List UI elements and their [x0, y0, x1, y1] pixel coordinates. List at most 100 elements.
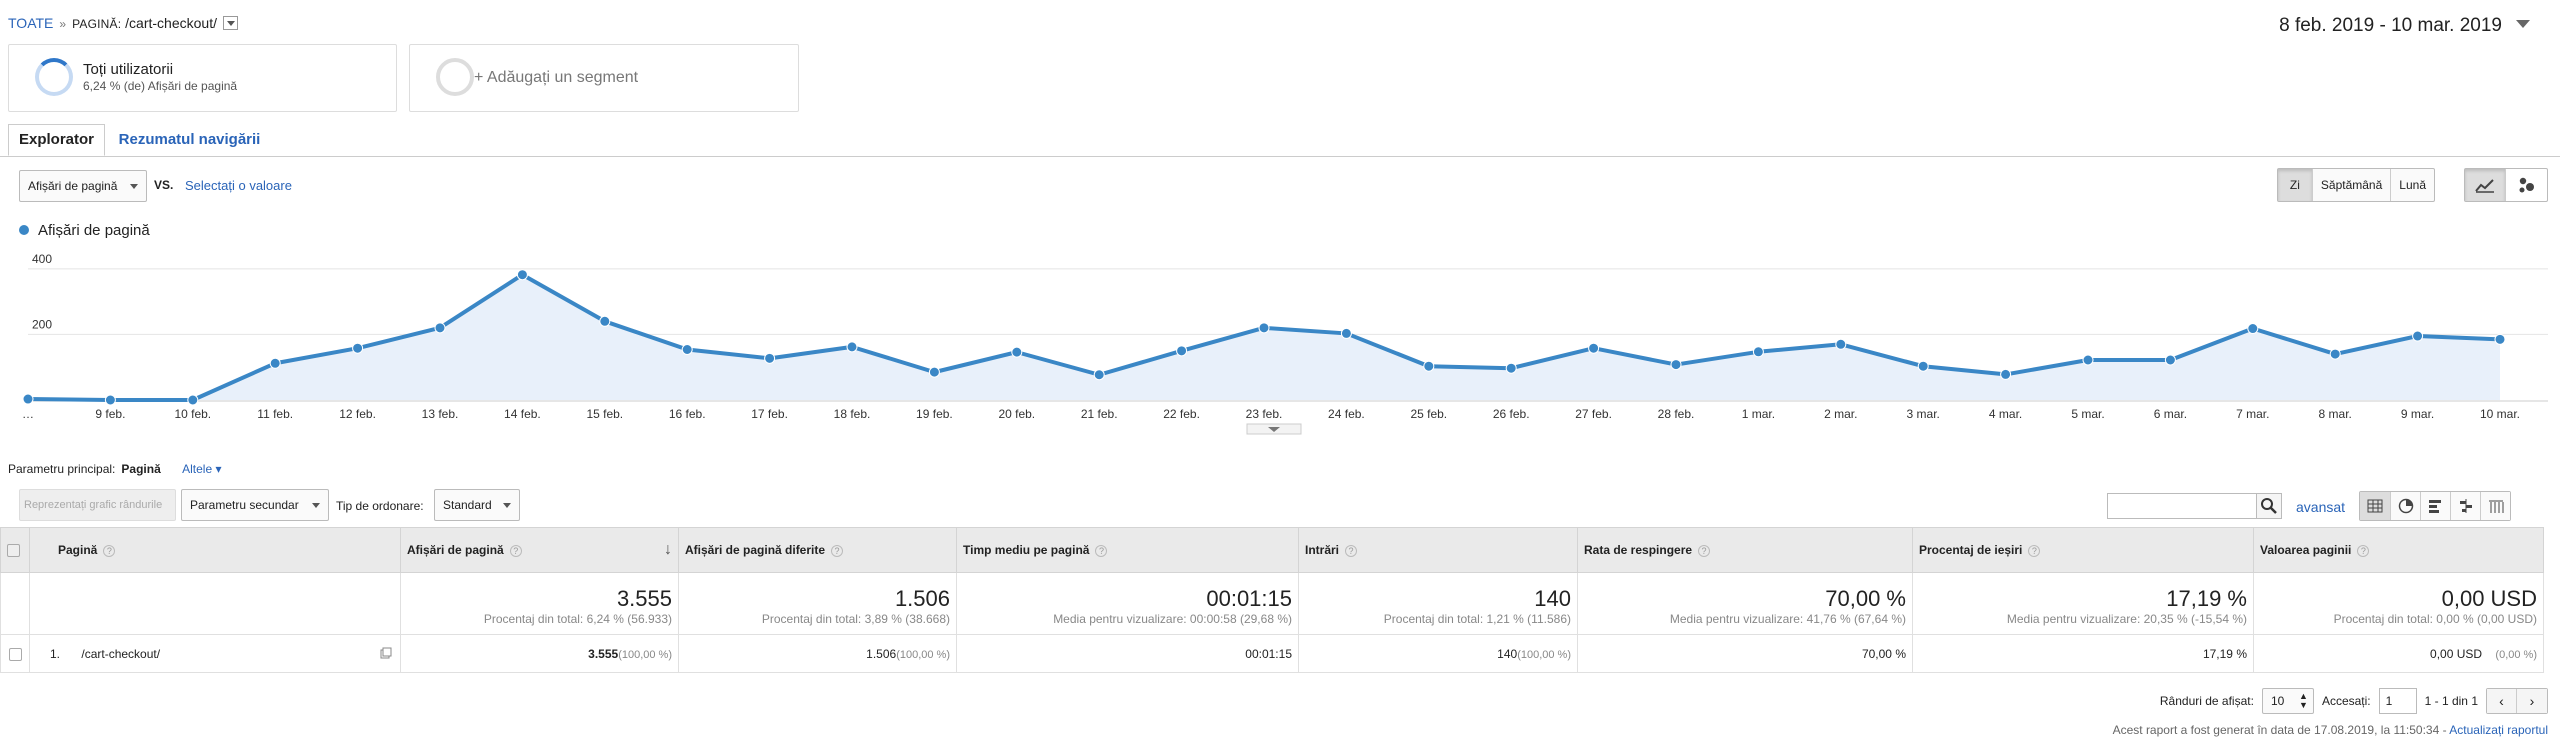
prev-page-button[interactable]: ‹	[2487, 689, 2517, 713]
sort-descending-icon: ↓	[664, 541, 672, 558]
period-toggle: Zi Săptămână Lună	[2276, 168, 2435, 202]
column-header-unique-pageviews[interactable]: Afișări de pagină diferite?	[678, 527, 957, 573]
data-point	[1917, 360, 1929, 372]
period-week-button[interactable]: Săptămână	[2311, 169, 2390, 201]
motion-chart-button[interactable]	[2506, 169, 2547, 201]
pagination-bar: Rânduri de afișat: 10 ▲ ▼ Accesați: 1 1 - …	[2160, 688, 2548, 714]
data-point	[2000, 368, 2012, 380]
breadcrumb: TOATE » PAGINĂ: /cart-checkout/	[8, 15, 238, 31]
total-value: 70,00 %	[1825, 586, 1906, 611]
legend-dot-icon	[19, 225, 29, 236]
row-index: 1.	[50, 646, 61, 661]
x-tick-label: 18 feb.	[834, 407, 871, 421]
help-icon[interactable]: ?	[2028, 544, 2041, 557]
x-tick-label: 26 feb.	[1493, 407, 1530, 421]
stepper-icon: ▲ ▼	[2299, 691, 2308, 710]
x-tick-label: 15 feb.	[586, 407, 623, 421]
comparison-view-button[interactable]	[2450, 492, 2480, 520]
advanced-filter-link[interactable]: avansat	[2296, 499, 2346, 515]
help-icon[interactable]: ?	[1095, 544, 1108, 557]
y-tick-label: 400	[32, 252, 52, 266]
add-segment-button[interactable]: + Adăugați un segment	[409, 44, 799, 112]
column-header-page-value[interactable]: Valoarea paginii?	[2253, 527, 2544, 573]
total-value: 1.506	[894, 586, 950, 611]
pivot-view-button[interactable]	[2480, 492, 2510, 520]
chevron-down-icon	[2516, 19, 2530, 28]
help-icon[interactable]: ?	[509, 544, 522, 557]
data-point	[764, 352, 776, 364]
x-tick-label: 7 mar.	[2236, 407, 2269, 421]
date-range-picker[interactable]: 8 feb. 2019 - 10 mar. 2019	[2279, 15, 2530, 37]
refresh-report-link[interactable]: Actualizați raportul	[2449, 723, 2548, 737]
goto-input[interactable]: 1	[2378, 688, 2417, 714]
pageviews-value: 3.555	[588, 646, 619, 661]
sort-type-select[interactable]: Standard	[434, 489, 520, 521]
period-month-button[interactable]: Lună	[2390, 169, 2434, 201]
help-icon[interactable]: ?	[1698, 544, 1711, 557]
line-chart-icon	[2475, 179, 2494, 193]
unique-pageviews-value: 1.506	[866, 646, 897, 661]
secondary-dimension-label: Parametru secundar	[190, 498, 299, 512]
total-cell: 1.506 Procentaj din total: 3,89 % (38.668…	[678, 572, 957, 635]
data-point	[434, 322, 446, 334]
breadcrumb-dropdown-icon[interactable]	[223, 16, 238, 31]
data-point	[2247, 323, 2259, 335]
column-header-page[interactable]: Pagină?	[29, 527, 401, 573]
column-header-entrances[interactable]: Intrări?	[1298, 527, 1578, 573]
series-area	[28, 274, 2500, 400]
total-value: 00:01:15	[1206, 586, 1292, 611]
column-header-exit-rate[interactable]: Procentaj de ieșiri?	[1912, 527, 2254, 573]
data-point	[1835, 338, 1847, 350]
total-sub: Media pentru vizualizare: 00:00:58 (29,6…	[1053, 612, 1292, 626]
total-cell: 0,00 USD Procentaj din total: 0,00 % (0,0…	[2253, 572, 2544, 635]
column-header-avg-time[interactable]: Timp mediu pe pagină?	[956, 527, 1299, 573]
report-tabs: Explorator Rezumatul navigării	[8, 124, 270, 158]
select-all-checkbox[interactable]	[7, 544, 20, 558]
performance-view-button[interactable]	[2420, 492, 2450, 520]
x-tick-label: 1 mar.	[1742, 407, 1775, 421]
next-page-button[interactable]: ›	[2517, 689, 2547, 713]
bounce-rate-cell: 70,00 %	[1577, 634, 1913, 673]
column-header-label: Pagină	[58, 543, 98, 557]
primary-dimension-value[interactable]: Pagină	[121, 462, 161, 476]
unique-pageviews-percent: (100,00 %)	[896, 648, 950, 661]
row-checkbox[interactable]	[8, 647, 22, 661]
data-point	[269, 357, 281, 369]
chart-type-toggle	[2464, 168, 2548, 202]
tab-navigation-summary[interactable]: Rezumatul navigării	[118, 131, 261, 148]
metric-selector[interactable]: Afișări de pagină	[19, 170, 147, 202]
x-tick-label: 21 feb.	[1081, 407, 1118, 421]
breadcrumb-all-link[interactable]: TOATE	[8, 15, 54, 31]
column-header-bounce-rate[interactable]: Rata de respingere?	[1577, 527, 1913, 573]
help-icon[interactable]: ?	[103, 544, 116, 557]
totals-empty-cell	[0, 572, 30, 635]
other-dimensions-link[interactable]: Altele ▾	[182, 462, 222, 476]
other-dimensions-label: Altele	[182, 462, 213, 476]
column-header-label: Timp mediu pe pagină	[963, 543, 1090, 557]
x-tick-label: 12 feb.	[339, 407, 376, 421]
x-tick-label: 10 feb.	[174, 407, 211, 421]
column-header-label: Rata de respingere	[1584, 543, 1693, 557]
page-link[interactable]: /cart-checkout/	[81, 646, 161, 661]
pie-view-button[interactable]	[2390, 492, 2420, 520]
chart-legend: Afișări de pagină	[19, 222, 150, 239]
select-compare-metric-link[interactable]: Selectați o valoare	[185, 178, 292, 193]
help-icon[interactable]: ?	[831, 544, 844, 557]
table-view-button[interactable]	[2360, 492, 2390, 520]
help-icon[interactable]: ?	[1345, 544, 1358, 557]
search-button[interactable]	[2256, 493, 2282, 519]
line-chart-button[interactable]	[2465, 169, 2507, 201]
x-tick-label: 11 feb.	[257, 407, 293, 421]
column-header-pageviews[interactable]: Afișări de pagină? ↓	[400, 527, 679, 573]
segment-all-users[interactable]: Toți utilizatorii 6,24 % (de) Afișări de…	[8, 44, 397, 112]
table-search-input[interactable]	[2107, 493, 2257, 519]
help-icon[interactable]: ?	[2357, 544, 2370, 557]
data-point	[1505, 362, 1517, 374]
plot-rows-button[interactable]: Reprezentați grafic rândurile	[19, 489, 176, 521]
rows-per-page-select[interactable]: 10 ▲ ▼	[2261, 688, 2314, 714]
period-day-button[interactable]: Zi	[2277, 169, 2312, 201]
secondary-dimension-select[interactable]: Parametru secundar	[181, 489, 329, 521]
x-tick-label: 27 feb.	[1575, 407, 1612, 421]
tab-explorer[interactable]: Explorator	[8, 124, 106, 156]
open-page-icon[interactable]	[380, 647, 392, 662]
